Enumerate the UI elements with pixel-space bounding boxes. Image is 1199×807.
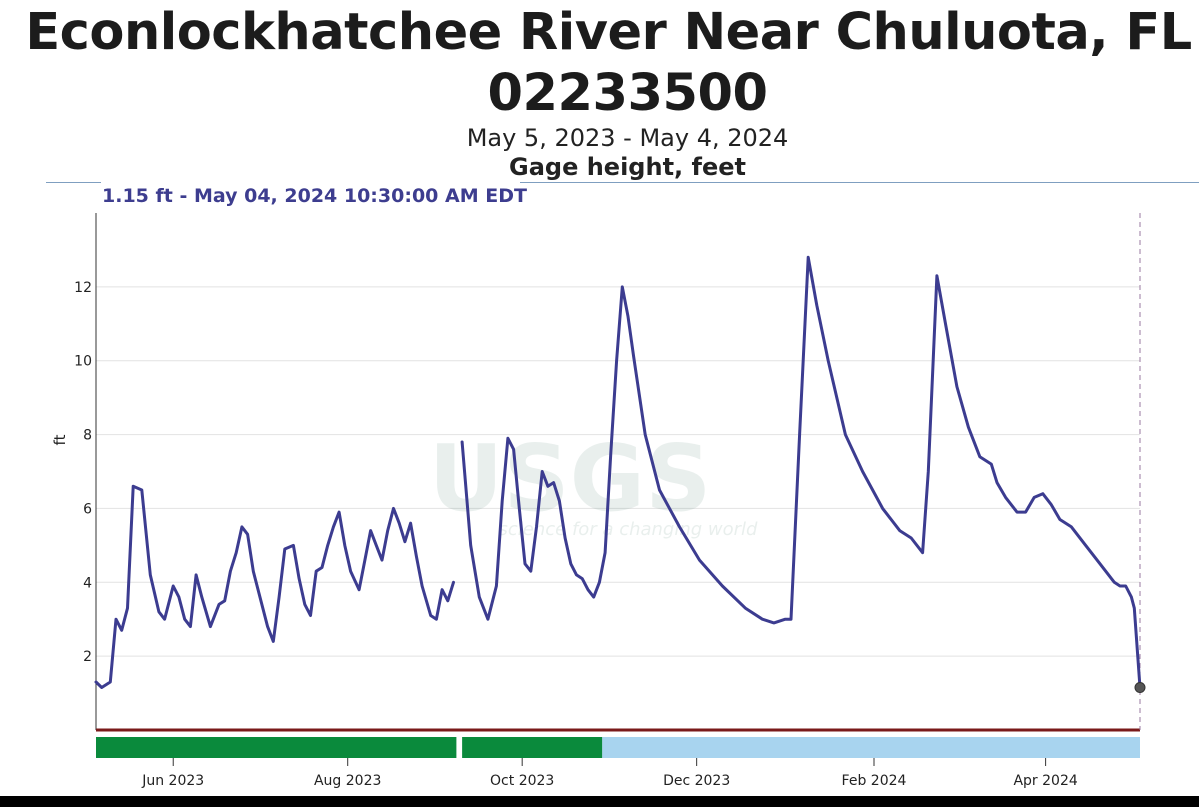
x-tick-label: Oct 2023 <box>490 773 554 789</box>
approval-status-bar <box>96 737 1140 758</box>
x-tick-label: Apr 2024 <box>1013 773 1077 789</box>
series-line-segment <box>460 255 1142 689</box>
header-divider-left <box>46 182 101 183</box>
date-range: May 5, 2023 - May 4, 2024 <box>466 124 789 152</box>
y-tick-label: 2 <box>83 649 92 665</box>
x-tick-label: Aug 2023 <box>314 773 381 789</box>
x-tick-label: Jun 2023 <box>141 773 204 789</box>
x-tick-label: Feb 2024 <box>842 773 907 789</box>
current-point-marker <box>1134 682 1146 694</box>
header-divider-right <box>520 182 1199 183</box>
x-axis-ticks: Jun 2023 Aug 2023 Oct 2023 Dec 2023 Feb 2024… <box>141 758 1078 789</box>
status-segment-approved <box>96 737 457 758</box>
status-segment-approved <box>462 737 603 758</box>
series-line-segment <box>94 484 455 689</box>
y-axis-label: ft <box>51 434 69 445</box>
series <box>94 255 1146 694</box>
y-tick-label: 12 <box>74 280 92 296</box>
y-tick-label: 8 <box>83 428 92 444</box>
y-tick-label: 10 <box>74 354 92 370</box>
current-value-readout: 1.15 ft - May 04, 2024 10:30:00 AM EDT <box>102 185 527 207</box>
axes: 2 4 6 8 10 12 <box>74 213 1141 732</box>
watermark-logo: USGS <box>429 425 712 532</box>
y-tick-label: 4 <box>83 575 92 591</box>
y-tick-label: 6 <box>83 501 92 517</box>
chart-title-line2: 02233500 <box>487 64 768 123</box>
x-tick-label: Dec 2023 <box>663 773 730 789</box>
chart-title-line1: Econlockhatchee River Near Chuluota, FL … <box>25 3 1199 62</box>
usgs-watermark: USGS science for a changing world <box>429 425 758 540</box>
bottom-edge <box>0 796 1199 807</box>
parameter-label: Gage height, feet <box>509 153 746 181</box>
status-segment-provisional <box>602 737 1140 758</box>
